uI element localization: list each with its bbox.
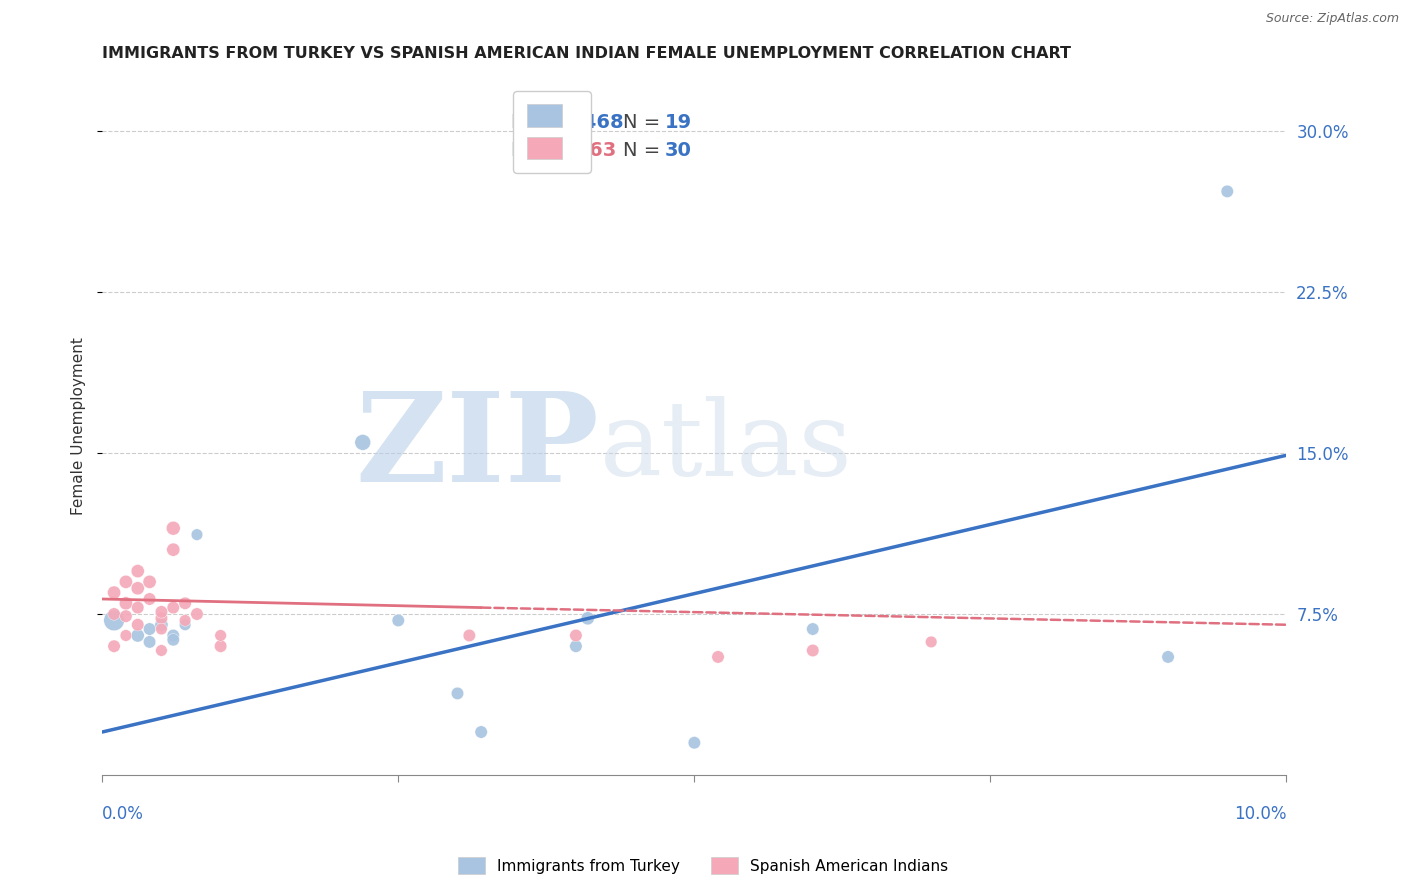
- Text: ZIP: ZIP: [356, 387, 599, 508]
- Text: 0.468: 0.468: [562, 113, 623, 133]
- Point: [1157, 649, 1180, 664]
- Text: IMMIGRANTS FROM TURKEY VS SPANISH AMERICAN INDIAN FEMALE UNEMPLOYMENT CORRELATIO: IMMIGRANTS FROM TURKEY VS SPANISH AMERIC…: [103, 46, 1071, 62]
- Point: [920, 635, 942, 649]
- Text: N =: N =: [623, 113, 661, 133]
- Y-axis label: Female Unemployment: Female Unemployment: [72, 337, 86, 516]
- Point: [103, 614, 125, 628]
- Point: [458, 628, 481, 642]
- Text: 0.0%: 0.0%: [103, 805, 143, 823]
- Point: [103, 639, 125, 653]
- Point: [127, 628, 149, 642]
- Text: -0.063: -0.063: [547, 141, 617, 161]
- Point: [352, 435, 374, 450]
- Point: [150, 622, 173, 636]
- Point: [162, 632, 184, 647]
- Point: [801, 622, 824, 636]
- Text: atlas: atlas: [599, 396, 852, 499]
- Point: [186, 527, 208, 541]
- Point: [150, 617, 173, 632]
- Text: Source: ZipAtlas.com: Source: ZipAtlas.com: [1265, 12, 1399, 25]
- Point: [115, 609, 138, 624]
- Point: [186, 607, 208, 621]
- Point: [162, 542, 184, 557]
- Point: [127, 600, 149, 615]
- Point: [138, 635, 160, 649]
- Point: [150, 605, 173, 619]
- Text: 30: 30: [665, 141, 692, 161]
- Point: [707, 649, 730, 664]
- Point: [150, 611, 173, 625]
- Point: [162, 600, 184, 615]
- Point: [127, 617, 149, 632]
- Point: [576, 611, 599, 625]
- Point: [127, 564, 149, 578]
- Legend: , : ,: [513, 91, 591, 173]
- Point: [470, 725, 492, 739]
- Point: [162, 521, 184, 535]
- Point: [103, 585, 125, 599]
- Point: [138, 622, 160, 636]
- Point: [209, 628, 232, 642]
- Point: [150, 643, 173, 657]
- Point: [565, 639, 588, 653]
- Point: [115, 596, 138, 610]
- Point: [115, 628, 138, 642]
- Point: [446, 686, 468, 700]
- Point: [174, 596, 197, 610]
- Text: 19: 19: [665, 113, 692, 133]
- Point: [683, 736, 706, 750]
- Point: [138, 592, 160, 607]
- Text: N =: N =: [623, 141, 661, 161]
- Point: [138, 574, 160, 589]
- Point: [801, 643, 824, 657]
- Point: [115, 574, 138, 589]
- Point: [174, 614, 197, 628]
- Point: [174, 617, 197, 632]
- Point: [1216, 185, 1239, 199]
- Point: [103, 607, 125, 621]
- Text: R =: R =: [510, 141, 547, 161]
- Point: [209, 639, 232, 653]
- Point: [162, 628, 184, 642]
- Text: 10.0%: 10.0%: [1234, 805, 1286, 823]
- Point: [565, 628, 588, 642]
- Legend: Immigrants from Turkey, Spanish American Indians: Immigrants from Turkey, Spanish American…: [451, 851, 955, 880]
- Point: [387, 614, 409, 628]
- Text: R =: R =: [510, 113, 547, 133]
- Point: [127, 581, 149, 595]
